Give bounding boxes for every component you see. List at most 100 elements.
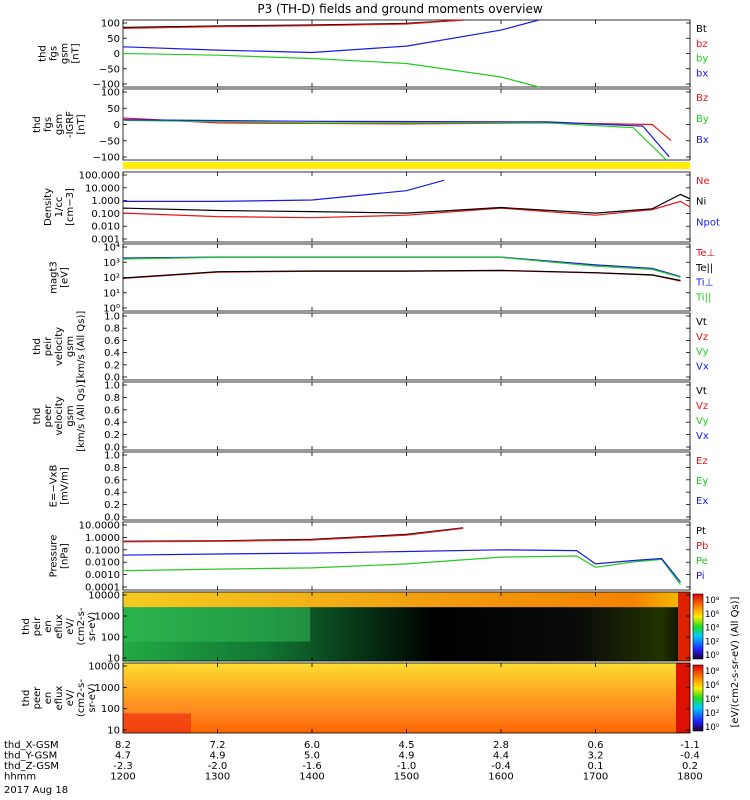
y-axis-label: sr-eV) bbox=[87, 612, 98, 641]
x-axis-value: -0.4 bbox=[680, 751, 700, 762]
panel-frame bbox=[122, 381, 691, 451]
y-axis-label: [km/s (All Qs)] bbox=[76, 311, 87, 383]
series-line-bx bbox=[122, 19, 539, 54]
legend-entry: Bz bbox=[696, 93, 708, 104]
y-axis-label: fgs bbox=[43, 117, 54, 132]
y-tick-label: 0.001 bbox=[91, 235, 120, 246]
x-axis-value: 1200 bbox=[110, 772, 135, 783]
x-axis-value: 4.9 bbox=[399, 751, 415, 762]
y-axis-label: thd bbox=[21, 618, 32, 635]
y-tick-label: 10⁴ bbox=[103, 243, 120, 254]
y-tick-label: 10¹ bbox=[103, 288, 120, 299]
legend-entry: Vx bbox=[696, 431, 709, 442]
spectrogram-band-high bbox=[123, 592, 690, 608]
y-tick-label: 100.000 bbox=[79, 171, 120, 182]
y-tick-label: 1000 bbox=[95, 683, 120, 694]
x-axis-value: 4.4 bbox=[493, 751, 509, 762]
y-tick-label: 0.4 bbox=[104, 348, 120, 359]
y-axis-label: gsm bbox=[54, 114, 65, 135]
series-line-Pi bbox=[122, 549, 681, 583]
colorbar-tick-label: 10⁴ bbox=[705, 695, 720, 705]
y-axis-label: [nT] bbox=[76, 114, 87, 134]
y-tick-label: 0 bbox=[114, 120, 120, 131]
panel-fgs: 100 50 0 −50 −100 thd fgs gsm [nT] Bt bz by bx bbox=[38, 19, 709, 91]
y-axis-label: magt3 bbox=[49, 261, 60, 294]
y-tick-label: 0.8 bbox=[104, 324, 120, 335]
y-axis-label: sr-eV) bbox=[87, 683, 98, 712]
x-axis-value: 0.2 bbox=[682, 761, 698, 772]
legend-entry: Ti|| bbox=[695, 292, 711, 303]
y-tick-label: 10000 bbox=[88, 662, 120, 673]
legend-entry: bz bbox=[696, 39, 708, 50]
y-tick-label: 0.8 bbox=[104, 393, 120, 404]
y-axis-label: eV/ bbox=[65, 689, 76, 706]
series-line-Ne bbox=[122, 200, 691, 219]
plot-title: P3 (TH-D) fields and ground moments over… bbox=[257, 2, 542, 16]
y-tick-label: 0.010 bbox=[91, 222, 120, 233]
y-axis-label: 1/cc bbox=[54, 197, 65, 218]
panel-peer_velocity: 1.00.80.6 0.40.2 0.0 thd peer velocity gsm [km/… bbox=[32, 380, 709, 453]
legend-entry: Ex bbox=[696, 496, 708, 507]
legend-entry: Ez bbox=[696, 456, 708, 467]
legend-entry: Te⊥ bbox=[695, 248, 715, 259]
x-axis-value: -1.0 bbox=[397, 761, 417, 772]
y-tick-label: 1.0000 bbox=[85, 533, 120, 544]
y-axis-label: thd bbox=[32, 408, 43, 425]
y-tick-label: 0.0010 bbox=[85, 570, 120, 581]
x-axis-value: 0.1 bbox=[588, 761, 604, 772]
legend-entry: Ne bbox=[696, 176, 710, 187]
y-axis-label: gsm bbox=[65, 336, 76, 357]
x-axis-value: 8.2 bbox=[115, 740, 131, 751]
series-line-Pe bbox=[122, 555, 681, 585]
y-axis-label: [mV/m] bbox=[60, 467, 71, 505]
legend-entry: Pt bbox=[696, 526, 706, 537]
x-axis-value: 1600 bbox=[488, 772, 513, 783]
legend-entry: Npot bbox=[696, 217, 720, 228]
panel-frame bbox=[122, 243, 691, 312]
y-axis-label: (cm2-s- bbox=[76, 607, 87, 645]
colorbar-tick-label: 10⁸ bbox=[705, 667, 720, 677]
y-tick-label: 10³ bbox=[103, 258, 120, 269]
x-axis-value: 4.7 bbox=[115, 751, 131, 762]
y-axis-label: peer bbox=[32, 686, 43, 710]
y-tick-label: 0.0 bbox=[104, 373, 120, 384]
y-tick-label: 0.6 bbox=[104, 475, 120, 486]
y-axis-label: eV/ bbox=[65, 618, 76, 635]
y-axis-label: peir bbox=[32, 616, 43, 636]
legend-entry: Vt bbox=[696, 386, 707, 397]
legend-entry: Vt bbox=[696, 317, 707, 328]
y-axis-label: (cm2-s- bbox=[76, 679, 87, 717]
y-tick-label: −50 bbox=[99, 136, 120, 147]
x-axis-value: 1500 bbox=[394, 772, 419, 783]
series-line-Ti|| bbox=[122, 256, 681, 278]
y-axis-label: thd bbox=[32, 338, 43, 355]
y-tick-label: 0.100 bbox=[91, 209, 120, 220]
y-axis-label: fgs bbox=[49, 46, 60, 61]
y-axis-label: E=−VxB bbox=[49, 465, 60, 508]
x-axis-value: 5.0 bbox=[304, 751, 320, 762]
legend-entry: Vx bbox=[696, 361, 709, 372]
legend-entry: by bbox=[696, 54, 708, 65]
y-tick-label: 10.0000 bbox=[79, 521, 120, 532]
y-tick-label: 10² bbox=[103, 273, 120, 284]
panel-peir_eflux: 10⁸ 10⁶ 10⁴ 10² 10⁰ 10000 1000 100 10 thd peir en ef… bbox=[21, 591, 720, 665]
colorbar-tick-label: 10² bbox=[705, 637, 719, 647]
spectrogram-edge bbox=[678, 592, 690, 661]
panel-peir_velocity: 1.00.80.60.40.2 0.0 thd peir velocity gsm [km/… bbox=[32, 311, 709, 384]
x-axis-value: 1700 bbox=[583, 772, 608, 783]
panel-fgs_dev: 100 50 0 −50 −100 thd fgs gsm -IGRF [nT] Bz By Bx bbox=[32, 88, 709, 164]
x-axis-value: -0.4 bbox=[491, 761, 511, 772]
x-axis-value: -2.3 bbox=[113, 761, 133, 772]
x-axis-value: 1300 bbox=[205, 772, 230, 783]
y-tick-label: 0.0100 bbox=[85, 558, 120, 569]
x-axis-value: -2.0 bbox=[208, 761, 228, 772]
spectrogram-image bbox=[123, 663, 690, 733]
y-tick-label: 0.0 bbox=[104, 513, 120, 524]
panel-temperature: 10⁴ 10³ 10² 10¹ 10⁰ magt3 [eV] Te⊥ Te|| Ti⊥ Ti|| bbox=[49, 243, 716, 315]
y-tick-label: 100 bbox=[101, 88, 120, 99]
flag-bar bbox=[123, 162, 690, 169]
x-axis-value: 4.5 bbox=[399, 740, 415, 751]
y-tick-label: 0.8 bbox=[104, 463, 120, 474]
y-tick-label: 1.0 bbox=[104, 451, 120, 462]
